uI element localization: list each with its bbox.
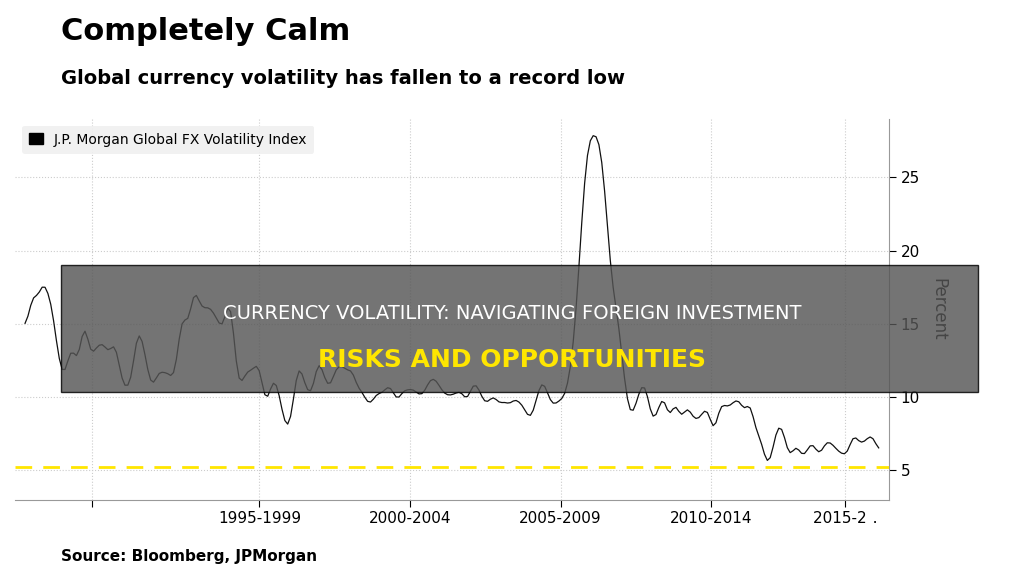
Y-axis label: Percent: Percent bbox=[930, 278, 947, 340]
Text: Completely Calm: Completely Calm bbox=[61, 17, 350, 46]
Text: Source: Bloomberg, JPMorgan: Source: Bloomberg, JPMorgan bbox=[61, 550, 317, 564]
Text: Global currency volatility has fallen to a record low: Global currency volatility has fallen to… bbox=[61, 69, 626, 88]
Legend: J.P. Morgan Global FX Volatility Index: J.P. Morgan Global FX Volatility Index bbox=[22, 126, 314, 154]
Text: RISKS AND OPPORTUNITIES: RISKS AND OPPORTUNITIES bbox=[318, 348, 706, 372]
Text: CURRENCY VOLATILITY: NAVIGATING FOREIGN INVESTMENT: CURRENCY VOLATILITY: NAVIGATING FOREIGN … bbox=[223, 304, 801, 323]
